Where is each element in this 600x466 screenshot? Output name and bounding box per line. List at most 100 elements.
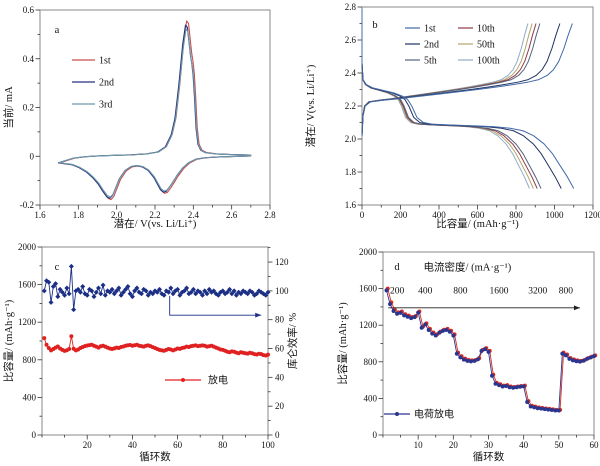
marker-circle [592, 354, 596, 359]
panel-a-xtick: 2.2 [149, 210, 160, 220]
panel-c-ytick: 2000 [18, 242, 37, 252]
panel-b-ytick: 2.8 [345, 2, 357, 12]
panel-a-ylabel: 当前/ mA [2, 86, 15, 129]
panel-c-ytick: 0 [32, 430, 37, 440]
marker-diamond [64, 285, 70, 291]
marker-diamond [179, 289, 185, 295]
panel-c-rtick: 120 [275, 257, 289, 267]
panel-a-xtick: 2.6 [226, 210, 238, 220]
marker-circle [521, 384, 526, 389]
marker-circle [181, 378, 185, 382]
panel-b-ylabel: 潜在/ V(vs. Li/Li⁺) [304, 64, 317, 147]
panel-a-ytick: 0.6 [23, 5, 35, 15]
marker-diamond [159, 291, 165, 297]
marker-circle [67, 346, 72, 351]
panel-d-annotation: 电流密度/ (mA·g⁻¹) [424, 260, 512, 273]
marker-diamond [91, 294, 97, 300]
marker-circle [416, 310, 421, 315]
marker-diamond [53, 281, 59, 287]
panel-d-ytick: 400 [364, 393, 378, 403]
marker-diamond [206, 286, 212, 292]
marker-diamond [120, 289, 126, 295]
marker-diamond [89, 288, 95, 294]
panel-b-charge-1st [361, 23, 573, 136]
panel-a-xtick: 1.6 [34, 210, 46, 220]
panel-letter-d: d [394, 262, 400, 273]
panel-d-xtick: 20 [449, 440, 459, 450]
marker-circle [567, 356, 572, 361]
marker-diamond [44, 278, 50, 284]
marker-circle [482, 347, 487, 352]
panel-b-xlabel: 比容量/ (mAh·g⁻¹) [436, 217, 519, 230]
panel-d-xtick: 50 [554, 440, 564, 450]
marker-diamond [114, 288, 120, 294]
marker-diamond [231, 288, 237, 294]
marker-diamond [177, 292, 183, 298]
panel-a-axes [35, 9, 271, 210]
panel-a-legend-label: 1st [99, 56, 111, 67]
marker-circle [465, 358, 470, 363]
marker-circle [447, 329, 452, 334]
panel-d-annotation: 400 [418, 287, 433, 297]
marker-circle [426, 327, 431, 332]
panel-c-arrow [169, 295, 262, 316]
marker-diamond [98, 291, 104, 297]
marker-diamond [213, 291, 219, 297]
marker-diamond [247, 288, 253, 294]
panel-c-rtick: 20 [275, 401, 285, 411]
marker-circle [472, 358, 477, 363]
arrowhead [573, 305, 580, 311]
panel-d-xtick: 40 [519, 440, 529, 450]
marker-diamond [238, 291, 244, 297]
panel-b-xtick: 400 [432, 210, 446, 220]
panel-c-rtick: 80 [275, 315, 285, 325]
marker-diamond [48, 299, 54, 305]
marker-diamond [59, 289, 65, 295]
panel-d-legend-label: 电荷放电 [414, 408, 454, 421]
marker-diamond [55, 294, 61, 300]
panel-letter-a: a [55, 25, 60, 36]
marker-circle [584, 356, 589, 361]
marker-circle [581, 358, 586, 363]
marker-circle [412, 315, 417, 320]
panel-a-series-3rd [58, 28, 251, 198]
marker-diamond [50, 284, 56, 290]
panel-d-series-放电 [387, 288, 596, 411]
panel-b-xtick: 1000 [546, 210, 565, 220]
panel-b-discharge-5th [361, 63, 542, 189]
marker-diamond [150, 291, 156, 297]
marker-diamond [123, 286, 129, 292]
panel-a-xtick: 2.0 [111, 210, 123, 220]
marker-circle [570, 358, 575, 363]
panel-a-legend-label: 3rd [99, 100, 112, 111]
marker-circle [69, 334, 74, 339]
panel-d-annotation: 1600 [490, 287, 509, 297]
panel-c-axes [37, 246, 273, 440]
marker-circle [535, 406, 540, 411]
marker-circle [532, 405, 537, 410]
panel-c-xtick: 20 [83, 440, 93, 450]
panel-b-xtick: 0 [360, 210, 365, 220]
marker-diamond [93, 289, 99, 295]
panel-c-ytick: 800 [23, 355, 37, 365]
marker-diamond [254, 291, 260, 297]
panel-c-ytick: 1200 [18, 317, 37, 327]
panel-c-xtick: 40 [128, 440, 138, 450]
panel-b-ytick: 2.4 [345, 68, 357, 78]
panel-b-voltage-profiles: 0 200 400 600 800 1000 1200 1.6 1.8 2.0 2.2 2.4 2.6 2… [300, 0, 600, 233]
marker-diamond [154, 289, 160, 295]
panel-a-xtick: 1.8 [73, 210, 85, 220]
marker-circle [500, 384, 505, 389]
marker-diamond [41, 288, 47, 294]
panel-b-legend-label: 10th [477, 24, 495, 35]
panel-b-ytick: 2.2 [345, 101, 356, 111]
panel-a-legend [72, 59, 95, 105]
panel-d-series-电荷 [386, 290, 595, 411]
panel-a-xtick: 2.8 [264, 210, 276, 220]
panel-c-svg: 20 40 60 80 10004008001200160020000204060801… [2, 242, 299, 463]
marker-diamond [240, 288, 246, 294]
marker-diamond [229, 291, 235, 297]
marker-diamond [80, 284, 86, 290]
panel-b-ytick: 1.8 [345, 167, 357, 177]
marker-diamond [125, 284, 131, 290]
